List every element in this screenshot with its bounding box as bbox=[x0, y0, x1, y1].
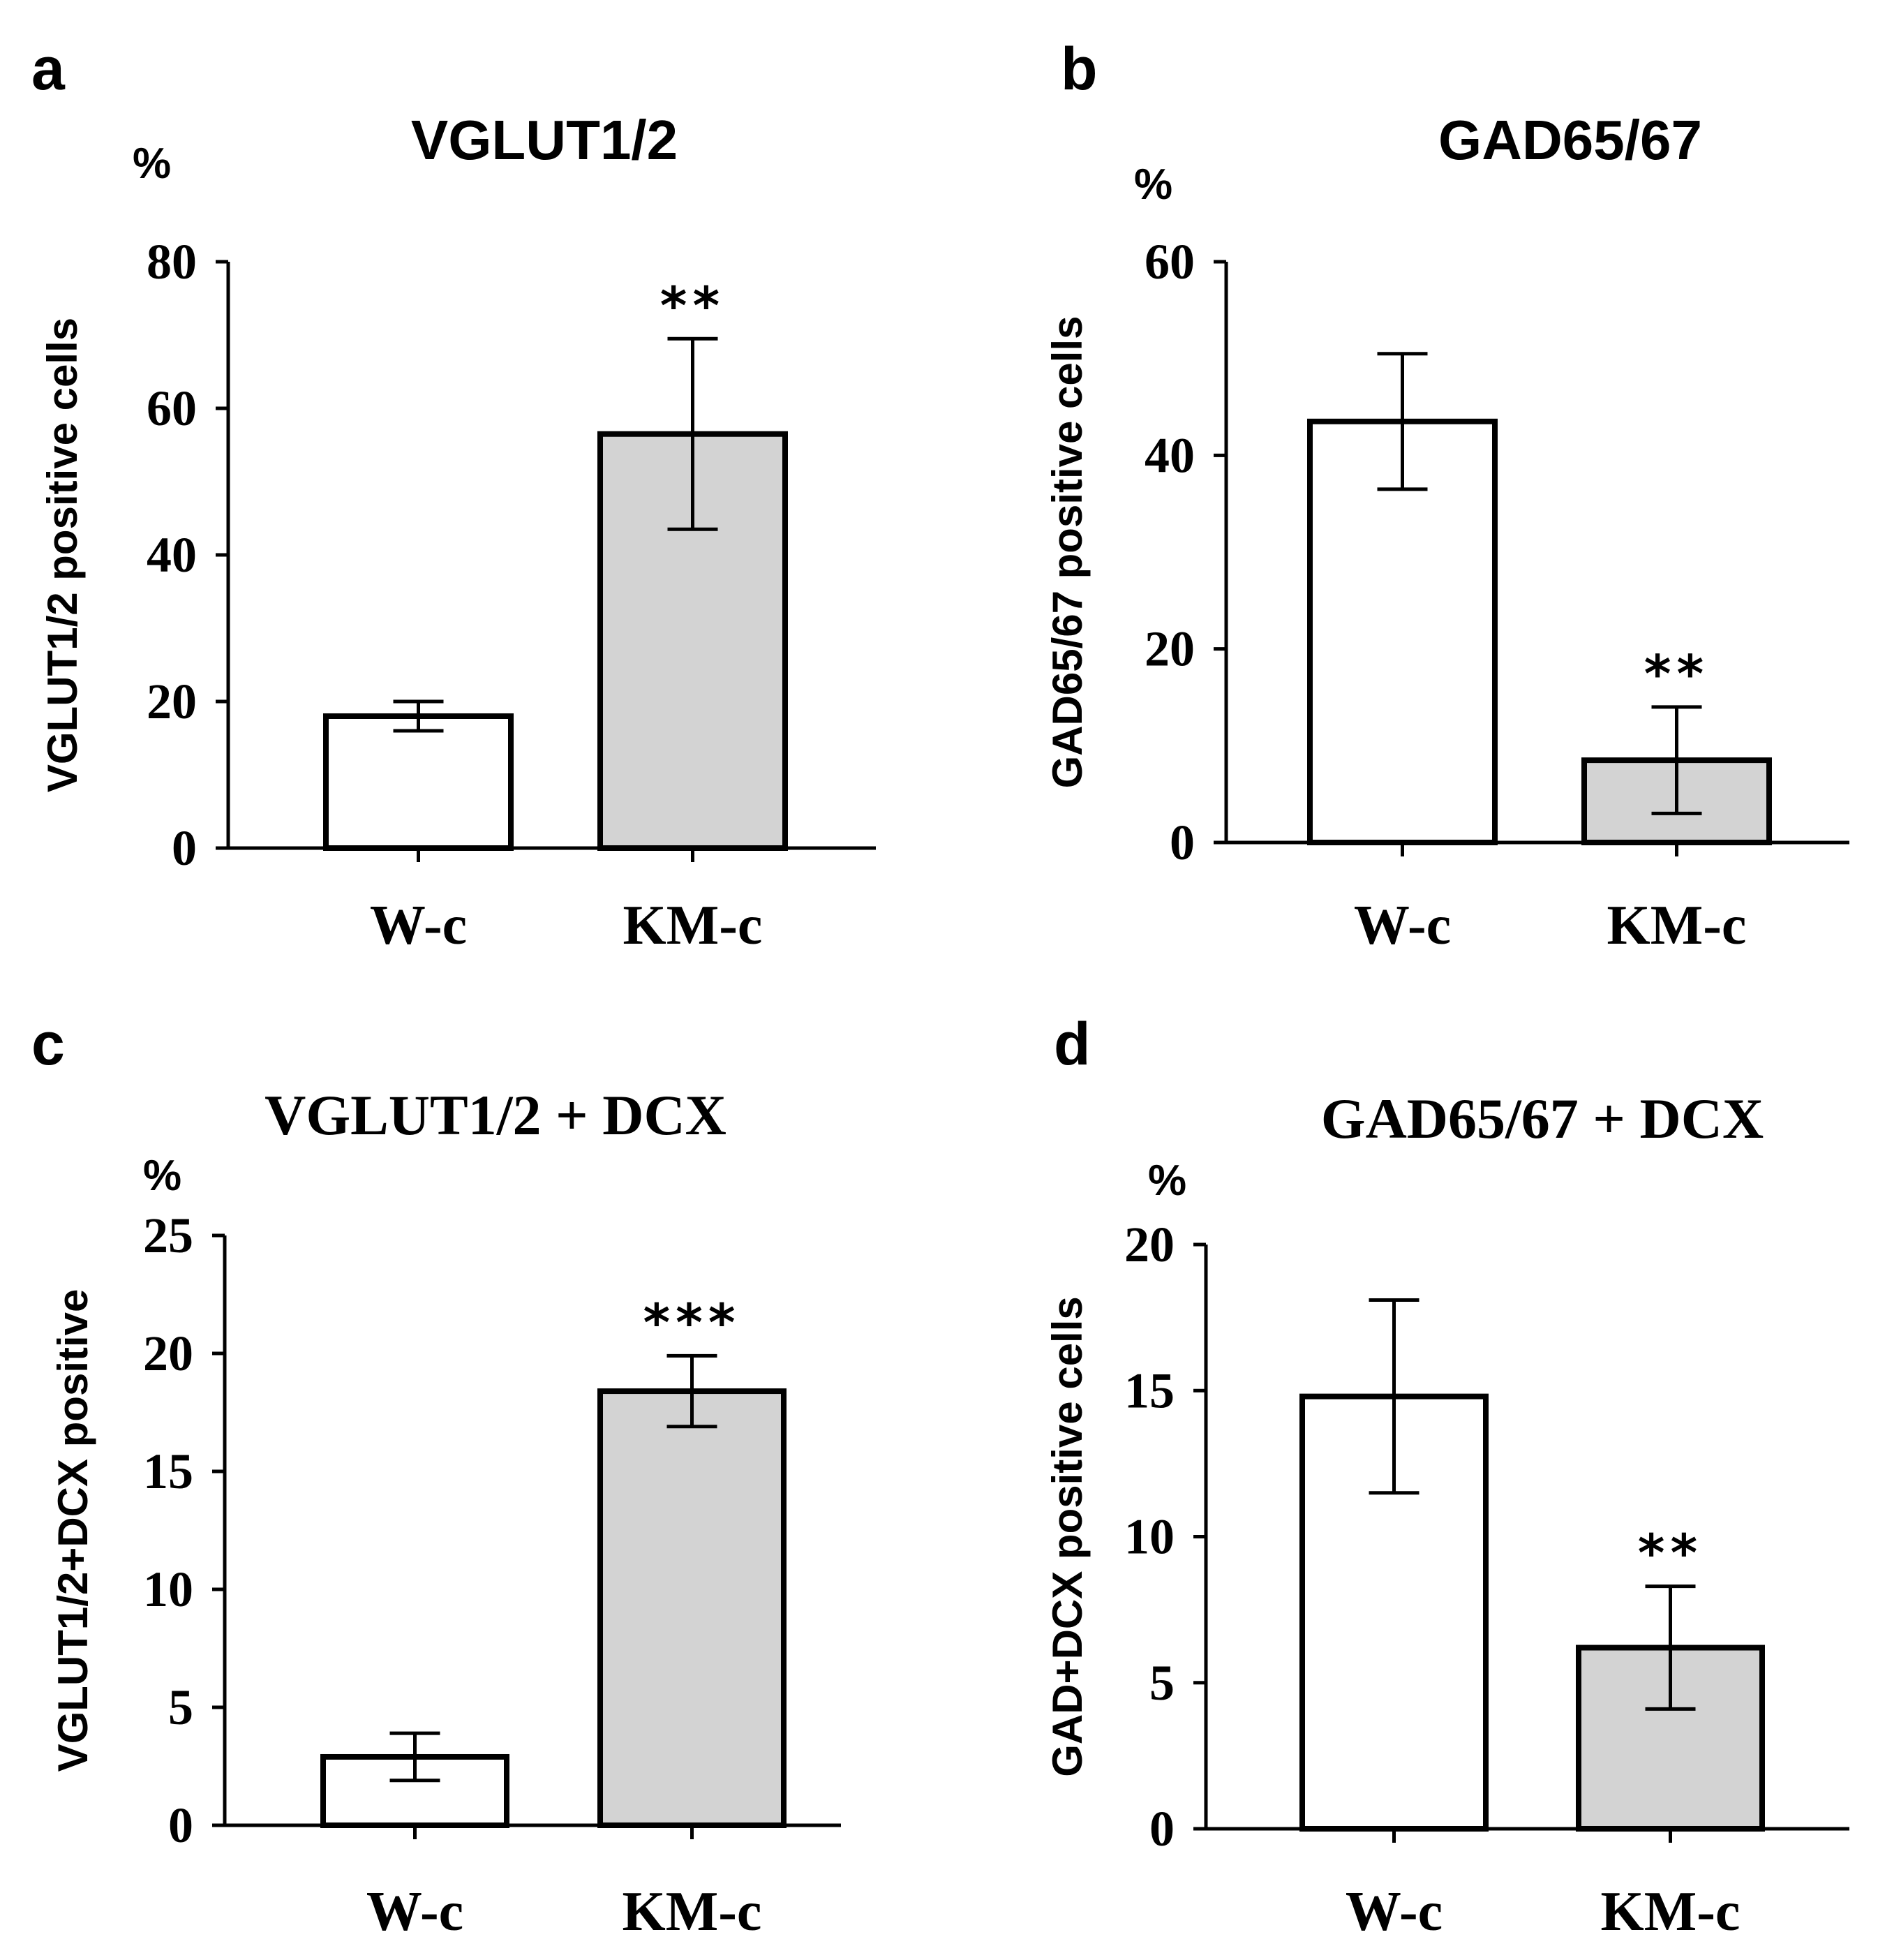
x-tick-label: W-c bbox=[366, 1881, 463, 1943]
chart-title: VGLUT1/2 bbox=[411, 109, 678, 171]
chart-title: VGLUT1/2 + DCX bbox=[264, 1083, 726, 1147]
bar-w-c bbox=[1299, 1393, 1489, 1832]
x-tick-label: KM-c bbox=[623, 1881, 762, 1943]
x-tick-label: KM-c bbox=[1607, 895, 1747, 956]
y-tick-label: 5 bbox=[168, 1679, 193, 1735]
y-tick-label: 40 bbox=[147, 527, 197, 583]
bar-km-c bbox=[597, 1388, 787, 1828]
y-tick-label: 0 bbox=[168, 1797, 193, 1853]
y-tick-label: 10 bbox=[1124, 1509, 1175, 1565]
panel-letter: a bbox=[31, 36, 66, 103]
y-tick-label: 20 bbox=[143, 1326, 193, 1381]
panel-letter: d bbox=[1054, 1011, 1091, 1078]
y-tick-label: 20 bbox=[1145, 621, 1195, 677]
significance-mark: ** bbox=[1638, 1524, 1703, 1584]
y-axis-label: VGLUT1/2+DCX positive bbox=[50, 1289, 96, 1772]
y-unit-label: % bbox=[1134, 161, 1172, 209]
y-tick-label: 40 bbox=[1145, 427, 1195, 483]
y-tick-label: 0 bbox=[1170, 815, 1195, 870]
significance-mark: ** bbox=[1644, 644, 1709, 704]
chart-title: GAD65/67 + DCX bbox=[1321, 1087, 1764, 1150]
y-tick-label: 10 bbox=[143, 1561, 193, 1617]
chart-title: GAD65/67 bbox=[1438, 109, 1702, 171]
x-tick-label: KM-c bbox=[623, 895, 763, 956]
y-axis-label: GAD65/67 positive cells bbox=[1044, 316, 1091, 789]
bar-w-c bbox=[1307, 418, 1498, 845]
y-tick-label: 60 bbox=[1145, 234, 1195, 290]
y-unit-label: % bbox=[1148, 1157, 1186, 1205]
y-tick-label: 15 bbox=[1124, 1363, 1175, 1418]
y-tick-label: 15 bbox=[143, 1443, 193, 1499]
y-tick-label: 5 bbox=[1149, 1655, 1175, 1711]
y-tick-label: 20 bbox=[1124, 1217, 1175, 1272]
x-tick-label: W-c bbox=[1354, 895, 1451, 956]
y-unit-label: % bbox=[133, 140, 171, 188]
y-axis-label: GAD+DCX positive cells bbox=[1044, 1296, 1091, 1777]
y-axis-label: VGLUT1/2 positive cells bbox=[39, 318, 86, 792]
y-tick-label: 0 bbox=[172, 820, 197, 876]
panel-letter: b bbox=[1061, 36, 1098, 103]
y-tick-label: 25 bbox=[143, 1208, 193, 1263]
y-tick-label: 80 bbox=[147, 234, 197, 290]
x-tick-label: KM-c bbox=[1601, 1881, 1741, 1943]
y-tick-label: 60 bbox=[147, 380, 197, 436]
y-tick-label: 20 bbox=[147, 674, 197, 729]
y-unit-label: % bbox=[143, 1152, 181, 1200]
bar-w-c bbox=[323, 713, 514, 851]
significance-mark: ** bbox=[660, 276, 725, 336]
significance-mark: *** bbox=[643, 1293, 740, 1353]
x-tick-label: W-c bbox=[1346, 1881, 1443, 1943]
y-tick-label: 0 bbox=[1149, 1801, 1175, 1857]
panel-letter: c bbox=[31, 1011, 65, 1078]
x-tick-label: W-c bbox=[370, 895, 467, 956]
